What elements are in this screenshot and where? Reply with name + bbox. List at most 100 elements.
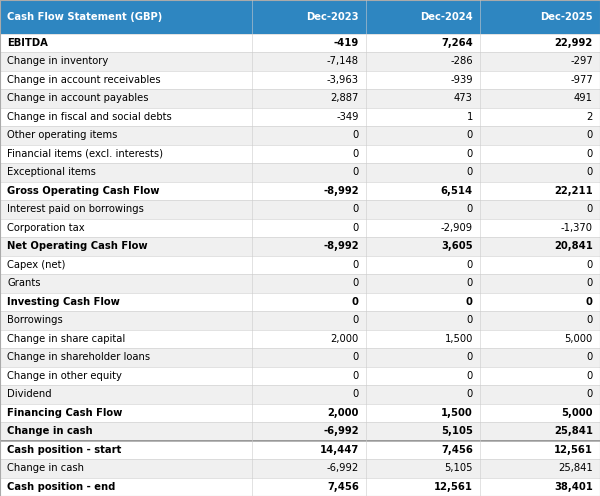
Text: 5,000: 5,000 xyxy=(562,408,593,418)
Text: 0: 0 xyxy=(467,168,473,178)
Text: Dec-2025: Dec-2025 xyxy=(540,12,593,22)
Text: Change in fiscal and social debts: Change in fiscal and social debts xyxy=(7,112,172,122)
Text: 0: 0 xyxy=(587,130,593,140)
Bar xyxy=(0,52,600,71)
Text: 0: 0 xyxy=(467,389,473,399)
Text: 20,841: 20,841 xyxy=(554,242,593,251)
Text: Investing Cash Flow: Investing Cash Flow xyxy=(7,297,120,307)
Text: 0: 0 xyxy=(467,130,473,140)
Bar xyxy=(252,0,366,34)
Text: 0: 0 xyxy=(467,352,473,362)
Text: 0: 0 xyxy=(353,149,359,159)
Text: 0: 0 xyxy=(587,389,593,399)
Text: 0: 0 xyxy=(353,278,359,288)
Bar xyxy=(0,367,600,385)
Text: Exceptional items: Exceptional items xyxy=(7,168,96,178)
Text: Dividend: Dividend xyxy=(7,389,52,399)
Text: Financial items (excl. interests): Financial items (excl. interests) xyxy=(7,149,163,159)
Text: 5,000: 5,000 xyxy=(565,334,593,344)
Text: 0: 0 xyxy=(587,168,593,178)
Bar xyxy=(0,163,600,182)
Bar xyxy=(0,182,600,200)
Text: -6,992: -6,992 xyxy=(323,426,359,436)
Text: 7,456: 7,456 xyxy=(441,445,473,455)
Text: 22,992: 22,992 xyxy=(554,38,593,48)
Text: 0: 0 xyxy=(467,315,473,325)
Text: 25,841: 25,841 xyxy=(558,463,593,473)
Text: 0: 0 xyxy=(587,278,593,288)
Text: Change in cash: Change in cash xyxy=(7,426,93,436)
Text: Change in shareholder loans: Change in shareholder loans xyxy=(7,352,151,362)
Text: 0: 0 xyxy=(353,389,359,399)
Text: 7,264: 7,264 xyxy=(441,38,473,48)
Text: Corporation tax: Corporation tax xyxy=(7,223,85,233)
Text: 14,447: 14,447 xyxy=(320,445,359,455)
Bar xyxy=(0,219,600,237)
Text: 0: 0 xyxy=(353,371,359,381)
Bar xyxy=(0,89,600,108)
Text: EBITDA: EBITDA xyxy=(7,38,48,48)
Text: Change in cash: Change in cash xyxy=(7,463,84,473)
Bar xyxy=(0,293,600,311)
Text: 473: 473 xyxy=(454,93,473,104)
Bar xyxy=(0,34,600,52)
Bar xyxy=(0,71,600,89)
Text: 12,561: 12,561 xyxy=(554,445,593,455)
Text: 25,841: 25,841 xyxy=(554,426,593,436)
Text: 1,500: 1,500 xyxy=(441,408,473,418)
Text: Cash position - end: Cash position - end xyxy=(7,482,116,492)
Bar xyxy=(0,255,600,274)
Text: Capex (net): Capex (net) xyxy=(7,260,65,270)
Text: 0: 0 xyxy=(466,297,473,307)
Text: Cash position - start: Cash position - start xyxy=(7,445,122,455)
Text: Dec-2024: Dec-2024 xyxy=(420,12,473,22)
Text: 0: 0 xyxy=(586,297,593,307)
Text: -977: -977 xyxy=(570,75,593,85)
Text: 0: 0 xyxy=(587,204,593,214)
Text: 0: 0 xyxy=(353,352,359,362)
Bar xyxy=(0,422,600,440)
Text: 0: 0 xyxy=(467,204,473,214)
Text: 2,887: 2,887 xyxy=(331,93,359,104)
Text: 22,211: 22,211 xyxy=(554,186,593,196)
Text: 0: 0 xyxy=(467,149,473,159)
Bar xyxy=(0,274,600,293)
Text: -286: -286 xyxy=(450,57,473,66)
Text: 0: 0 xyxy=(353,223,359,233)
Bar xyxy=(0,126,600,145)
Text: 0: 0 xyxy=(467,260,473,270)
Text: 0: 0 xyxy=(352,297,359,307)
Bar xyxy=(0,404,600,422)
Text: 0: 0 xyxy=(587,315,593,325)
Text: 1: 1 xyxy=(466,112,473,122)
Text: -939: -939 xyxy=(450,75,473,85)
Text: Gross Operating Cash Flow: Gross Operating Cash Flow xyxy=(7,186,160,196)
Text: Financing Cash Flow: Financing Cash Flow xyxy=(7,408,122,418)
Text: Grants: Grants xyxy=(7,278,41,288)
Bar xyxy=(0,200,600,219)
Text: Change in account receivables: Change in account receivables xyxy=(7,75,161,85)
Text: Cash Flow Statement (GBP): Cash Flow Statement (GBP) xyxy=(7,12,163,22)
Text: 0: 0 xyxy=(587,352,593,362)
Text: Change in other equity: Change in other equity xyxy=(7,371,122,381)
Text: -8,992: -8,992 xyxy=(323,186,359,196)
Text: 0: 0 xyxy=(353,130,359,140)
Text: Change in inventory: Change in inventory xyxy=(7,57,109,66)
Text: 2: 2 xyxy=(586,112,593,122)
Bar xyxy=(0,108,600,126)
Text: 38,401: 38,401 xyxy=(554,482,593,492)
Text: 0: 0 xyxy=(467,278,473,288)
Text: 2,000: 2,000 xyxy=(328,408,359,418)
Bar xyxy=(0,145,600,163)
Text: -2,909: -2,909 xyxy=(440,223,473,233)
Text: 0: 0 xyxy=(587,260,593,270)
Bar xyxy=(0,311,600,329)
Text: Other operating items: Other operating items xyxy=(7,130,118,140)
Bar xyxy=(480,0,600,34)
Text: -419: -419 xyxy=(334,38,359,48)
Bar xyxy=(0,385,600,404)
Text: 0: 0 xyxy=(353,260,359,270)
Text: -349: -349 xyxy=(337,112,359,122)
Bar xyxy=(0,478,600,496)
Text: 491: 491 xyxy=(574,93,593,104)
